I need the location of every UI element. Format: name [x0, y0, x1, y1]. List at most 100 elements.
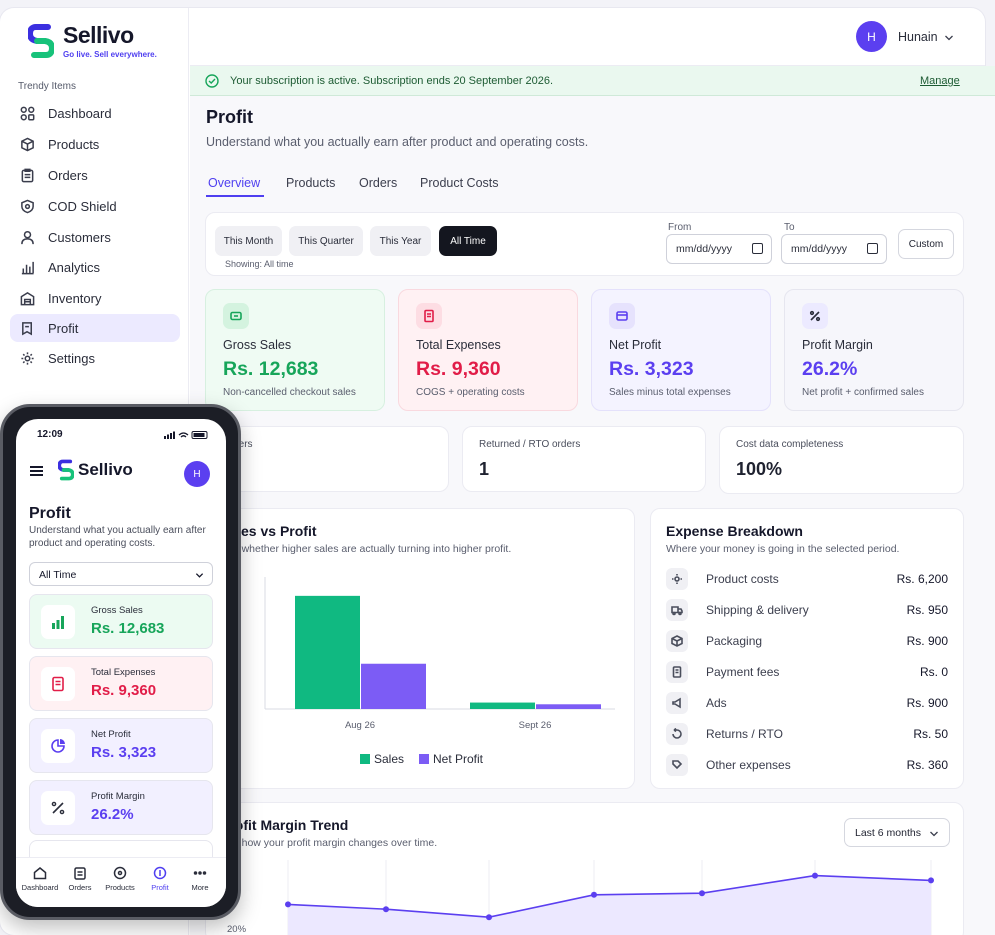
more-icon: [193, 871, 207, 875]
sidebar-item-label: Products: [48, 136, 100, 152]
margin-trend-chart: [285, 860, 934, 935]
clipboard-icon: [74, 867, 86, 880]
calendar-icon[interactable]: [752, 243, 763, 254]
chart-title: Sales vs Profit: [220, 523, 317, 539]
sidebar-item-analytics[interactable]: Analytics: [10, 253, 180, 281]
chevron-down-icon: [195, 573, 204, 578]
sidebar-item-label: Settings: [48, 350, 95, 366]
bar-sales: [295, 595, 360, 709]
megaphone-icon: [666, 692, 688, 714]
hamburger-menu-icon[interactable]: [30, 466, 43, 476]
bar-net-profit: [361, 663, 426, 709]
phone-nav-orders[interactable]: Orders: [58, 866, 102, 892]
phone-bottom-nav: Dashboard Orders Products Profit More: [16, 857, 226, 907]
user-name[interactable]: Hunain: [898, 30, 938, 44]
check-circle-icon: [205, 74, 219, 88]
stat-sub: Non-cancelled checkout sales: [223, 387, 356, 398]
custom-range-button[interactable]: Custom: [898, 229, 954, 259]
expense-label: Packaging: [706, 634, 763, 648]
expense-row: Ads Rs. 900: [666, 691, 948, 715]
sellivo-logo-icon: [58, 459, 74, 481]
user-icon: [21, 230, 34, 244]
stat-value: Rs. 3,323: [609, 358, 694, 380]
calendar-icon[interactable]: [867, 243, 878, 254]
box-icon: [666, 630, 688, 652]
stat-card-net-profit: Net Profit Rs. 3,323 Sales minus total e…: [591, 289, 771, 411]
page-title: Profit: [206, 107, 253, 127]
stat-value: 26.2%: [802, 358, 858, 380]
stat-label: Net Profit: [609, 338, 662, 352]
sidebar-item-label: Inventory: [48, 290, 102, 306]
profit-icon: [153, 866, 167, 880]
phone-period-select[interactable]: All Time: [29, 562, 213, 586]
period-this-year[interactable]: This Year: [370, 226, 431, 256]
sidebar-item-settings[interactable]: Settings: [10, 344, 180, 372]
brand-name: Sellivo: [63, 22, 134, 48]
phone-nav-more[interactable]: More: [178, 866, 222, 892]
margin-point: [383, 906, 389, 913]
tab-orders[interactable]: Orders: [359, 176, 398, 190]
period-this-month[interactable]: This Month: [215, 226, 282, 256]
user-avatar[interactable]: H: [856, 21, 887, 52]
margin-title: Profit Margin Trend: [220, 817, 349, 833]
expense-value: Rs. 0: [919, 665, 948, 679]
truck-icon: [666, 599, 688, 621]
stat-value: 100%: [736, 459, 783, 479]
subscription-banner: Your subscription is active. Subscriptio…: [190, 66, 995, 96]
sidebar-item-dashboard[interactable]: Dashboard: [10, 99, 180, 127]
margin-point: [812, 872, 818, 879]
range-select[interactable]: Last 6 months: [844, 818, 950, 847]
phone-stat-label: Gross Sales: [91, 605, 143, 616]
margin-point: [591, 891, 597, 898]
brand-logo[interactable]: Sellivo Go live. Sell everywhere.: [28, 22, 157, 59]
expense-value: Rs. 360: [906, 758, 948, 772]
tab-products[interactable]: Products: [286, 176, 336, 190]
from-date-input[interactable]: mm/dd/yyyy: [666, 234, 772, 264]
stat-label: Cost data completeness: [736, 439, 844, 450]
legend-net-profit: Net Profit: [419, 752, 483, 766]
to-label: To: [784, 222, 795, 233]
sidebar-item-orders[interactable]: Orders: [10, 161, 180, 189]
sellivo-logo-icon: [28, 23, 54, 58]
phone-nav-products[interactable]: Products: [98, 866, 142, 892]
tab-product-costs[interactable]: Product Costs: [420, 176, 499, 190]
bar-chart-icon: [41, 605, 75, 639]
stat-label: Returned / RTO orders: [479, 439, 581, 450]
phone-page-title: Profit: [29, 505, 71, 522]
expense-row: Product costs Rs. 6,200: [666, 567, 948, 591]
phone-stat-card: Profit Margin 26.2%: [29, 780, 213, 835]
bar-chart-icon: [21, 261, 34, 274]
phone-mockup: 12:09 Sellivo H Profit Understand what y…: [0, 404, 241, 920]
stat-label: Gross Sales: [223, 338, 292, 352]
period-this-quarter[interactable]: This Quarter: [289, 226, 363, 256]
manage-link[interactable]: Manage: [920, 75, 960, 87]
period-all-time[interactable]: All Time: [439, 226, 497, 256]
y-tick-label: 20%: [227, 924, 247, 935]
expense-row: Shipping & delivery Rs. 950: [666, 598, 948, 622]
sidebar-item-products[interactable]: Products: [10, 130, 180, 158]
expense-row: Packaging Rs. 900: [666, 629, 948, 653]
expense-value: Rs. 900: [906, 696, 948, 710]
expense-title: Expense Breakdown: [666, 523, 803, 539]
sidebar-item-profit[interactable]: Profit: [10, 314, 180, 342]
top-bar: [190, 8, 985, 66]
tab-overview[interactable]: Overview: [208, 176, 261, 190]
phone-nav-profit[interactable]: Profit: [138, 866, 182, 892]
expense-label: Other expenses: [706, 758, 791, 772]
phone-stat-label: Profit Margin: [91, 791, 145, 802]
receipt-icon: [41, 667, 75, 701]
chevron-down-icon[interactable]: [944, 33, 954, 43]
expense-row: Returns / RTO Rs. 50: [666, 722, 948, 746]
sidebar-item-customers[interactable]: Customers: [10, 223, 180, 251]
phone-avatar[interactable]: H: [184, 461, 210, 487]
phone-time: 12:09: [37, 429, 63, 440]
pie-icon: [41, 729, 75, 763]
sidebar-item-inventory[interactable]: Inventory: [10, 284, 180, 312]
expense-label: Ads: [706, 696, 727, 710]
to-date-input[interactable]: mm/dd/yyyy: [781, 234, 887, 264]
bar-sales: [470, 702, 535, 709]
sidebar-item-cod-shield[interactable]: COD Shield: [10, 192, 180, 220]
sidebar-item-label: Analytics: [48, 259, 101, 275]
expense-value: Rs. 50: [913, 727, 948, 741]
phone-nav-dashboard[interactable]: Dashboard: [18, 866, 62, 892]
